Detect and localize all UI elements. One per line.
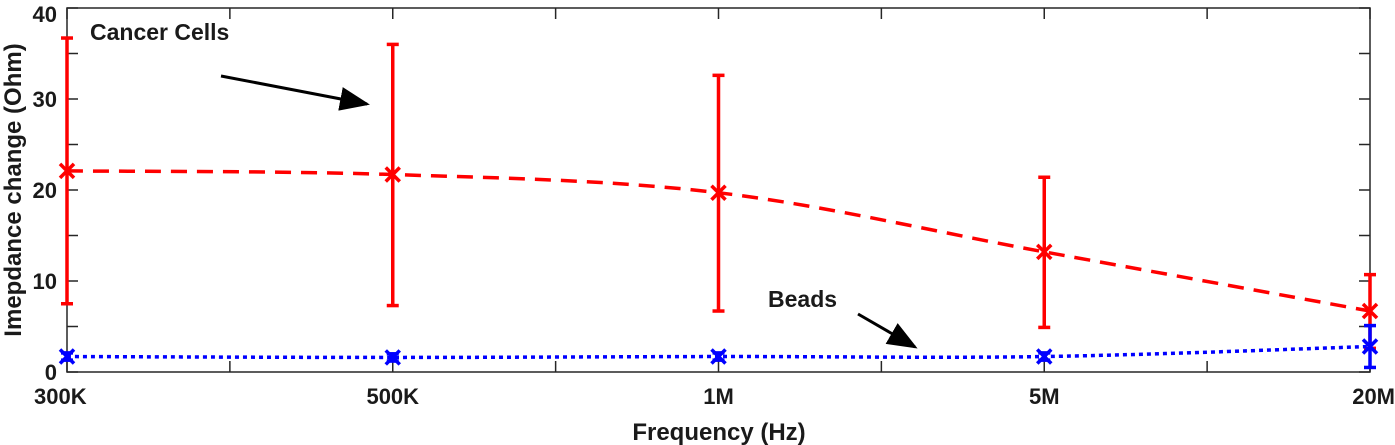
x-axis-label: Frequency (Hz) [632,419,805,445]
tick-labels: 300K 500K 1M 5M 20M 0 10 20 30 40 [33,2,1395,409]
series-markers [58,162,1379,366]
annotation-cancer-cells: Cancer Cells [90,19,229,45]
y-axis-label: Imepdance change (Ohm) [0,43,27,336]
y-tick-label: 20 [33,178,57,203]
y-tick-label: 30 [33,87,57,112]
data-point-beads [1361,338,1379,355]
data-point-cancer-cells [1036,243,1053,261]
marker-stroke [710,184,727,201]
y-tick-label: 10 [33,269,57,294]
annotation-arrow-beads [857,312,918,349]
marker-stroke [1361,302,1379,320]
data-point-beads [384,349,401,366]
data-point-cancer-cells [384,166,401,183]
x-tick-label: 20M [1352,384,1395,409]
marker-stroke [1361,338,1379,355]
data-point-beads [58,348,76,365]
data-point-beads [1036,348,1053,365]
y-tick-label: 0 [45,360,57,385]
annotation-beads: Beads [768,286,837,312]
data-point-cancer-cells [710,184,727,201]
marker-stroke [58,348,76,365]
marker-stroke [384,166,401,183]
marker-stroke [384,349,401,366]
marker-stroke [1036,243,1053,261]
marker-stroke [58,162,76,180]
x-tick-label: 300K [34,384,87,409]
marker-stroke [710,348,727,365]
x-tick-label: 500K [366,384,419,409]
data-point-beads [710,348,727,365]
x-tick-label: 1M [703,384,734,409]
annotation-arrow-cancer-cells [220,74,370,111]
data-point-cancer-cells [1361,302,1379,320]
marker-stroke [1036,348,1053,365]
error-bars [61,36,1376,370]
x-tick-label: 5M [1029,384,1060,409]
data-point-cancer-cells [58,162,76,180]
y-tick-label: 40 [33,2,57,27]
